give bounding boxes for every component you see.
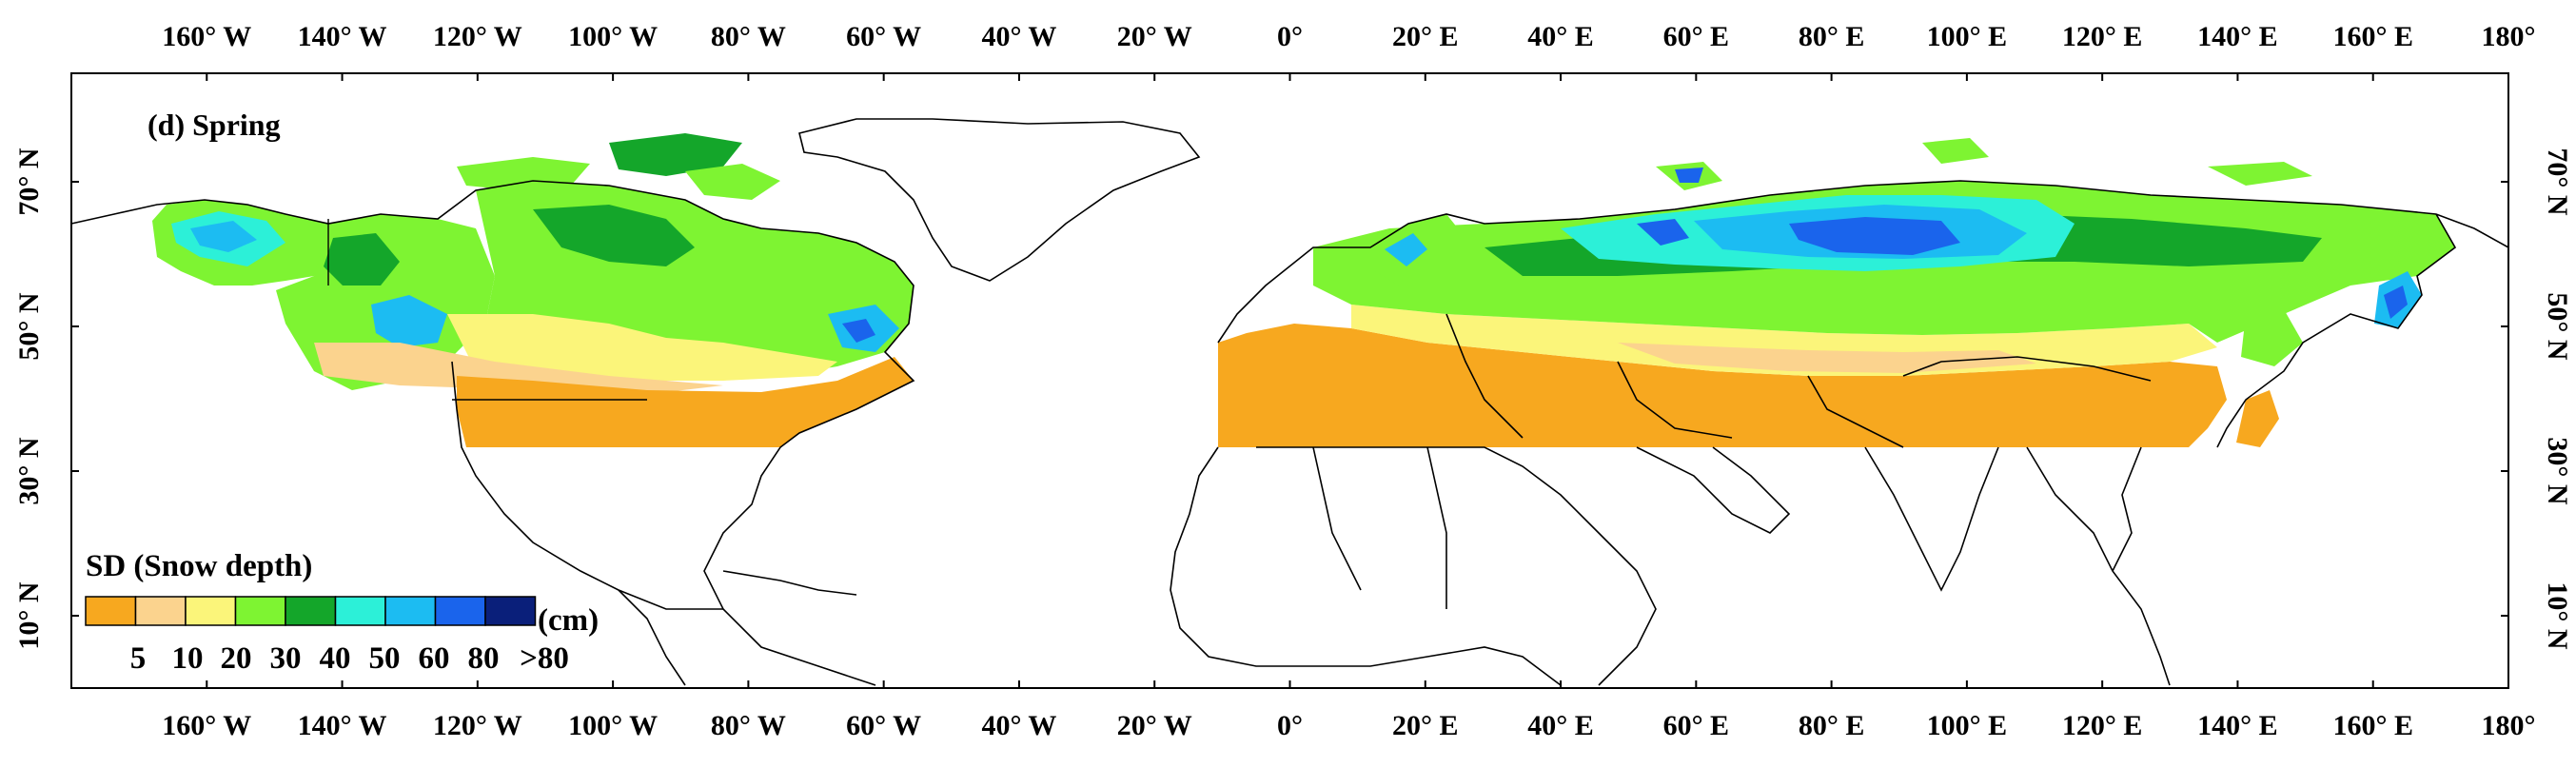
legend-title: SD (Snow depth) bbox=[86, 549, 312, 583]
bottom-lon-tick-label: 20° W bbox=[1117, 710, 1192, 741]
bottom-lon-tick-label: 60° E bbox=[1663, 710, 1730, 741]
legend-tick-label: >80 bbox=[520, 641, 569, 676]
legend: SD (Snow depth) (cm) 5 10 20 30 40 50 60 80 >80 bbox=[85, 549, 599, 676]
legend-swatch bbox=[285, 596, 337, 626]
snow-depth-field-eurasia bbox=[1218, 138, 2455, 447]
top-lon-tick-label: 120° W bbox=[433, 21, 522, 52]
top-lon-tick-label: 180° bbox=[2482, 21, 2536, 52]
right-lat-tick-label: 70° N bbox=[2542, 148, 2573, 215]
top-lon-tick-label: 160° E bbox=[2332, 21, 2413, 52]
bottom-lon-tick-label: 80° W bbox=[711, 710, 786, 741]
legend-swatch bbox=[134, 596, 187, 626]
bottom-lon-tick-label: 100° E bbox=[1927, 710, 2008, 741]
top-longitude-ticks: 160° W 140° W 120° W 100° W 80° W 60° W 40° W 2… bbox=[162, 21, 2536, 81]
right-lat-tick-label: 30° N bbox=[2542, 437, 2573, 504]
top-lon-tick-label: 80° E bbox=[1799, 21, 1865, 52]
legend-swatch bbox=[85, 596, 137, 626]
legend-tick-label: 5 bbox=[130, 641, 147, 676]
bottom-lon-tick-label: 20° E bbox=[1392, 710, 1459, 741]
bottom-lon-tick-label: 160° E bbox=[2332, 710, 2413, 741]
coastlines bbox=[70, 118, 2509, 686]
top-lon-tick-label: 20° E bbox=[1392, 21, 1459, 52]
top-lon-tick-label: 60° E bbox=[1663, 21, 1730, 52]
political-borders bbox=[327, 219, 647, 401]
legend-swatch bbox=[384, 596, 437, 626]
legend-tick-label: 10 bbox=[172, 641, 204, 676]
top-lon-tick-label: 80° W bbox=[711, 21, 786, 52]
legend-swatch bbox=[334, 596, 386, 626]
bottom-lon-tick-label: 120° E bbox=[2062, 710, 2143, 741]
bottom-lon-tick-label: 80° E bbox=[1799, 710, 1865, 741]
top-lon-tick-label: 40° W bbox=[981, 21, 1056, 52]
right-lat-tick-label: 10° N bbox=[2542, 581, 2573, 649]
top-lon-tick-label: 40° E bbox=[1527, 21, 1594, 52]
top-lon-tick-label: 160° W bbox=[162, 21, 251, 52]
legend-tick-label: 80 bbox=[468, 641, 500, 676]
legend-swatch bbox=[185, 596, 237, 626]
left-lat-tick-label: 10° N bbox=[13, 581, 45, 649]
legend-tick-label: 50 bbox=[369, 641, 401, 676]
bottom-lon-tick-label: 180° bbox=[2482, 710, 2536, 741]
left-lat-tick-label: 70° N bbox=[13, 148, 45, 215]
legend-tick-label: 40 bbox=[320, 641, 351, 676]
legend-tick-label: 30 bbox=[270, 641, 302, 676]
top-lon-tick-label: 60° W bbox=[846, 21, 921, 52]
left-lat-tick-label: 50° N bbox=[13, 292, 45, 360]
bottom-lon-tick-label: 140° W bbox=[298, 710, 387, 741]
top-lon-tick-label: 100° W bbox=[568, 21, 658, 52]
panel-label: (d) Spring bbox=[147, 108, 281, 142]
bottom-lon-tick-label: 40° W bbox=[981, 710, 1056, 741]
bottom-lon-tick-label: 160° W bbox=[162, 710, 251, 741]
right-latitude-ticks: 70° N 50° N 30° N 10° N bbox=[2501, 148, 2573, 650]
bottom-lon-tick-label: 60° W bbox=[846, 710, 921, 741]
top-lon-tick-label: 140° W bbox=[298, 21, 387, 52]
snow-depth-field-north-america bbox=[152, 133, 914, 447]
right-lat-tick-label: 50° N bbox=[2542, 292, 2573, 360]
legend-tick-labels: 5 10 20 30 40 50 60 80 >80 bbox=[130, 641, 569, 676]
legend-unit: (cm) bbox=[538, 603, 599, 638]
legend-swatch bbox=[434, 596, 486, 626]
legend-color-bar bbox=[85, 596, 537, 626]
legend-tick-label: 20 bbox=[221, 641, 252, 676]
top-lon-tick-label: 20° W bbox=[1117, 21, 1192, 52]
bottom-lon-tick-label: 120° W bbox=[433, 710, 522, 741]
bottom-longitude-ticks: 160° W 140° W 120° W 100° W 80° W 60° W 40° W 2… bbox=[162, 680, 2536, 741]
legend-swatch bbox=[234, 596, 286, 626]
top-lon-tick-label: 0° bbox=[1277, 21, 1303, 52]
left-lat-tick-label: 30° N bbox=[13, 437, 45, 504]
bottom-lon-tick-label: 140° E bbox=[2197, 710, 2278, 741]
legend-tick-label: 60 bbox=[419, 641, 450, 676]
left-latitude-ticks: 70° N 50° N 30° N 10° N bbox=[13, 148, 79, 650]
top-lon-tick-label: 120° E bbox=[2062, 21, 2143, 52]
bottom-lon-tick-label: 40° E bbox=[1527, 710, 1594, 741]
top-lon-tick-label: 140° E bbox=[2197, 21, 2278, 52]
bottom-lon-tick-label: 0° bbox=[1277, 710, 1303, 741]
top-lon-tick-label: 100° E bbox=[1927, 21, 2008, 52]
bottom-lon-tick-label: 100° W bbox=[568, 710, 658, 741]
legend-swatch bbox=[484, 596, 537, 626]
